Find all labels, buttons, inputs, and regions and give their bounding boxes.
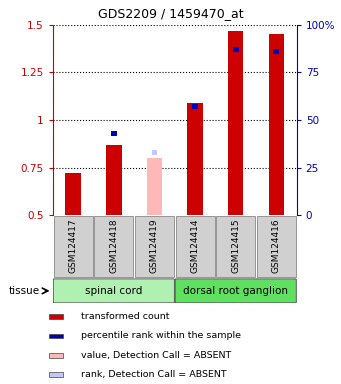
Bar	[106, 145, 121, 215]
Bar	[233, 47, 239, 52]
Bar	[216, 216, 255, 277]
Text: GSM124416: GSM124416	[272, 218, 281, 273]
Bar	[273, 49, 279, 54]
Bar	[151, 150, 158, 155]
Text: percentile rank within the sample: percentile rank within the sample	[80, 331, 241, 341]
Text: GSM124417: GSM124417	[69, 218, 78, 273]
Text: spinal cord: spinal cord	[85, 286, 143, 296]
Text: tissue: tissue	[9, 286, 40, 296]
Bar	[49, 372, 63, 377]
FancyBboxPatch shape	[53, 279, 174, 303]
Text: value, Detection Call = ABSENT: value, Detection Call = ABSENT	[80, 351, 231, 360]
Text: GSM124419: GSM124419	[150, 218, 159, 273]
Bar	[65, 173, 81, 215]
Bar	[94, 216, 133, 277]
Bar	[228, 31, 243, 215]
Text: rank, Detection Call = ABSENT: rank, Detection Call = ABSENT	[80, 370, 226, 379]
Bar	[192, 104, 198, 109]
Bar	[49, 314, 63, 319]
Bar	[257, 216, 296, 277]
Text: GSM124414: GSM124414	[191, 218, 199, 273]
Text: GDS2209 / 1459470_at: GDS2209 / 1459470_at	[98, 7, 243, 20]
Bar	[54, 216, 93, 277]
Bar	[187, 103, 203, 215]
FancyBboxPatch shape	[175, 279, 296, 303]
Bar	[111, 131, 117, 136]
Bar	[269, 35, 284, 215]
Text: GSM124418: GSM124418	[109, 218, 118, 273]
Bar	[135, 216, 174, 277]
Bar	[49, 334, 63, 338]
Text: GSM124415: GSM124415	[231, 218, 240, 273]
Text: transformed count: transformed count	[80, 312, 169, 321]
Bar	[176, 216, 214, 277]
Text: dorsal root ganglion: dorsal root ganglion	[183, 286, 288, 296]
Bar	[147, 158, 162, 215]
Bar	[49, 353, 63, 358]
